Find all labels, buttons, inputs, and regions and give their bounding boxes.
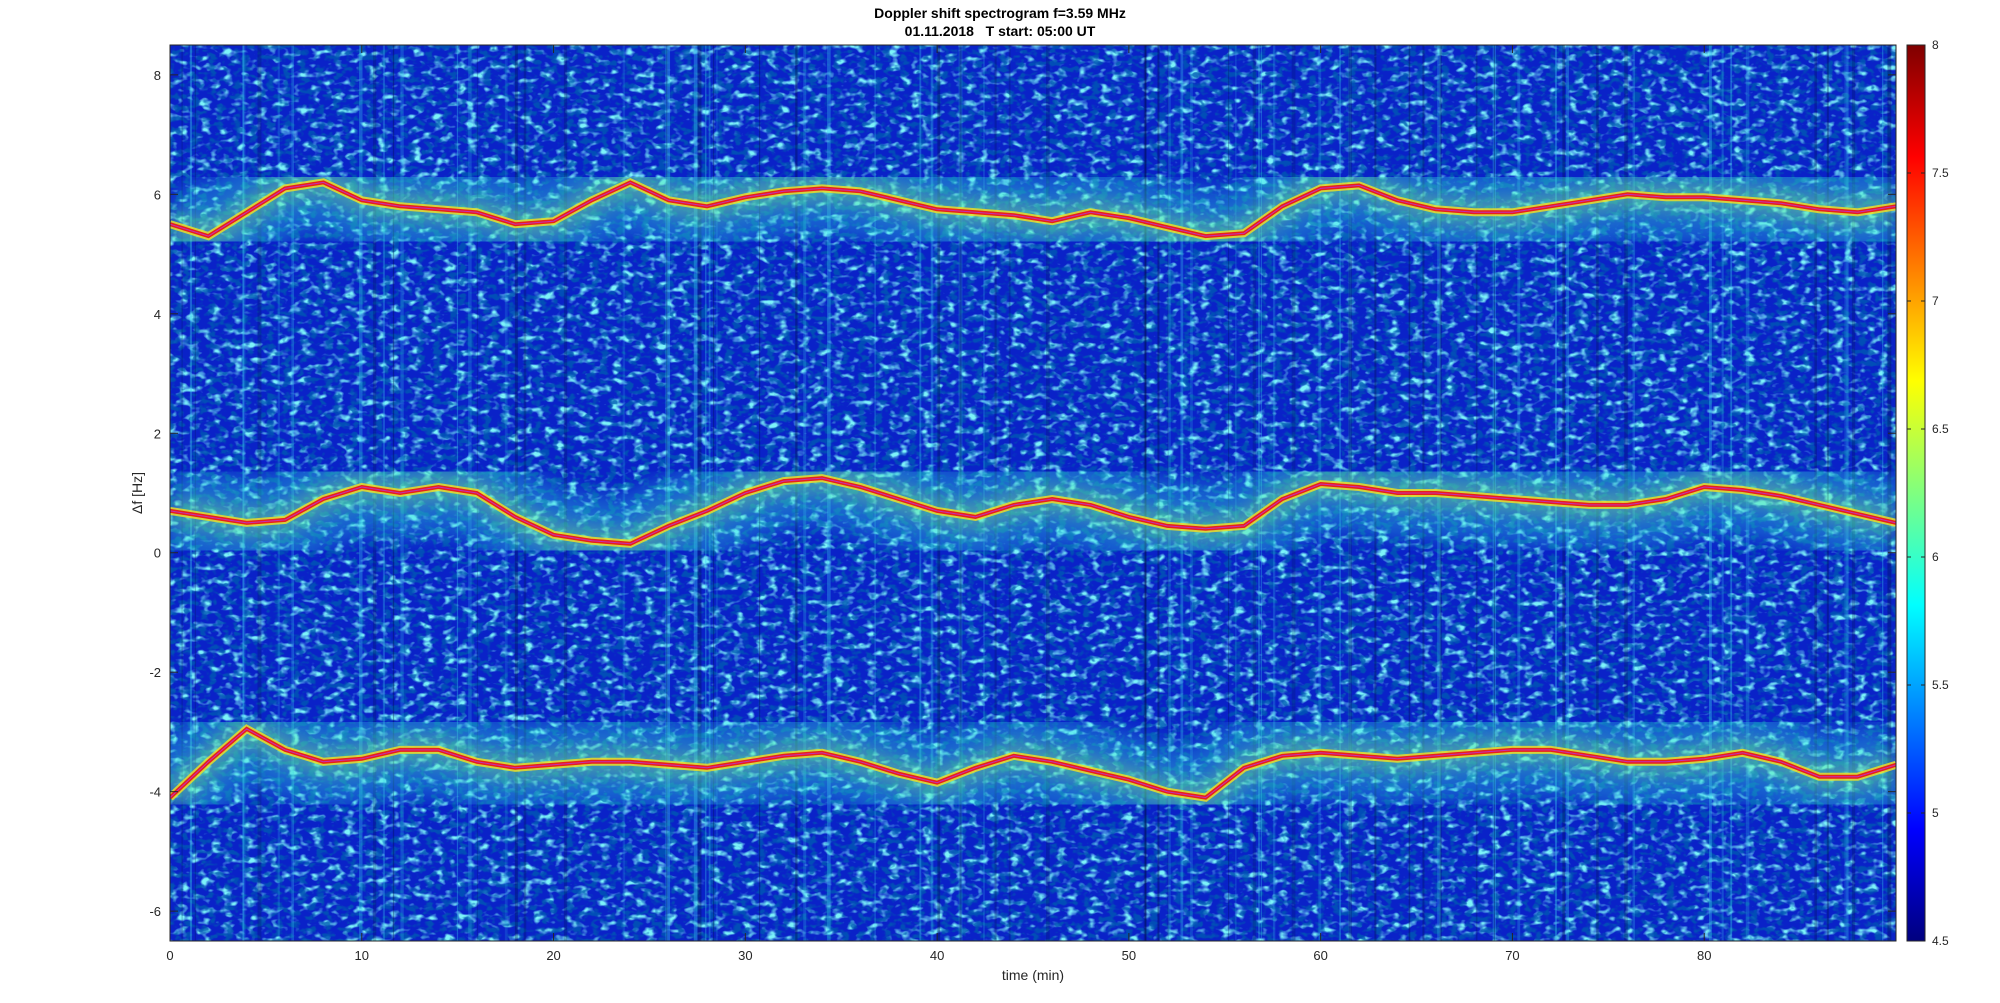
x-axis: 0 10 20 30 40 50 60 70 80 [166,45,1711,963]
trace-fit-0 [170,181,1896,237]
plot-area [170,45,1896,941]
chart-subtitle: 01.11.2018 T start: 05:00 UT [904,23,1096,39]
x-tick-label-3: 30 [738,948,752,963]
trace-fit-1 [170,477,1896,545]
x-tick-label-0: 0 [166,948,173,963]
x-tick-label-8: 80 [1697,948,1711,963]
y-tick-label-4: 2 [154,426,161,441]
y-tick-label-7: 8 [154,68,161,83]
stripe [622,45,626,941]
x-tick-label-6: 60 [1313,948,1327,963]
y-tick-label-3: 0 [154,546,161,561]
x-tick-label-7: 70 [1505,948,1519,963]
colorbar-gradient [1906,44,1926,942]
y-axis-label: Δf [Hz] [129,472,145,514]
y-tick-label-5: 4 [154,307,161,322]
chart-title-block: Doppler shift spectrogram f=3.59 MHz 01.… [0,4,2000,40]
y-tick-label-2: -2 [149,665,161,680]
plot-frame [169,44,1897,942]
colorbar-tick-label-5: 7 [1932,294,1939,308]
x-tick-label-1: 10 [355,948,369,963]
y-tick-label-1: -4 [149,785,161,800]
colorbar-tick-label-1: 5 [1932,806,1939,820]
x-tick-label-5: 50 [1122,948,1136,963]
colorbar-tick-label-4: 6.5 [1932,422,1949,436]
colorbar-tick-label-2: 5.5 [1932,678,1949,692]
colorbar-tick-label-3: 6 [1932,550,1939,564]
trace-fit-2 [170,728,1896,799]
y-axis: -6 -4 -2 0 2 4 6 8 [149,68,1896,919]
y-tick-label-6: 6 [154,187,161,202]
colorbar: 4.5 5 5.5 6 6.5 7 7.5 8 [1906,38,1949,948]
colorbar-tick-label-6: 7.5 [1932,166,1949,180]
x-axis-label: time (min) [1002,967,1064,983]
x-tick-label-4: 40 [930,948,944,963]
colorbar-tick-label-7: 8 [1932,38,1939,52]
colorbar-tick-label-0: 4.5 [1932,934,1949,948]
colorbar-ticks: 4.5 5 5.5 6 6.5 7 7.5 8 [1907,38,1949,948]
y-tick-label-0: -6 [149,904,161,919]
x-tick-label-2: 20 [546,948,560,963]
trace-layer [170,177,1896,802]
chart-title: Doppler shift spectrogram f=3.59 MHz [874,5,1126,21]
